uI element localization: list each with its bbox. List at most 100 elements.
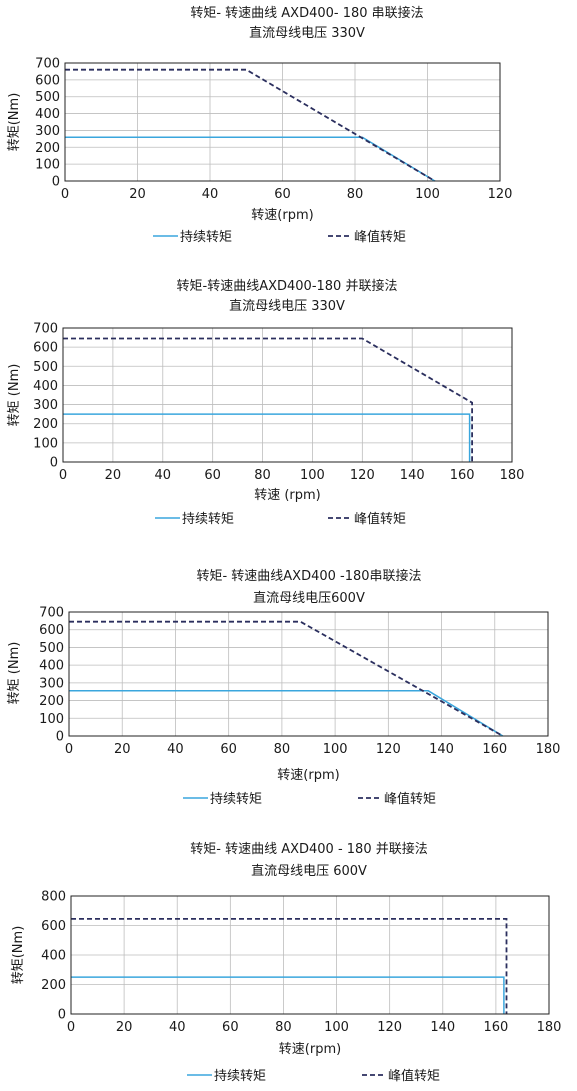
continuous-torque-line bbox=[71, 976, 505, 1014]
legend-label-continuous: 持续转矩 bbox=[214, 1069, 266, 1084]
y-tick-label: 500 bbox=[35, 90, 60, 105]
y-tick-label: 800 bbox=[41, 890, 66, 905]
plot-frame bbox=[70, 895, 550, 1015]
x-tick-label: 0 bbox=[61, 187, 69, 202]
legend-label-continuous: 持续转矩 bbox=[182, 512, 234, 527]
y-axis-label: 转矩(Nm) bbox=[11, 926, 26, 985]
y-tick-label: 400 bbox=[39, 659, 64, 674]
x-tick-label: 20 bbox=[129, 187, 146, 202]
x-tick-label: 140 bbox=[430, 1020, 455, 1035]
x-tick-label: 40 bbox=[202, 187, 219, 202]
peak-torque-line bbox=[69, 620, 504, 737]
x-tick-label: 100 bbox=[300, 468, 325, 483]
y-tick-label: 600 bbox=[35, 73, 60, 88]
x-tick-label: 120 bbox=[488, 187, 513, 202]
x-tick-label: 80 bbox=[274, 742, 291, 757]
chart-title: 转矩- 转速曲线 AXD400 - 180 并联接法 bbox=[190, 841, 427, 857]
x-tick-label: 40 bbox=[169, 1020, 186, 1035]
x-tick-label: 100 bbox=[324, 1020, 349, 1035]
y-tick-label: 700 bbox=[35, 57, 60, 72]
x-tick-label: 0 bbox=[59, 468, 67, 483]
x-tick-label: 80 bbox=[254, 468, 271, 483]
plot-frame bbox=[64, 62, 501, 182]
x-tick-label: 100 bbox=[323, 742, 348, 757]
continuous-torque-line bbox=[65, 136, 436, 182]
peak-torque-line bbox=[65, 68, 436, 182]
y-tick-label: 600 bbox=[41, 919, 66, 934]
x-tick-label: 20 bbox=[116, 1020, 133, 1035]
x-tick-label: 120 bbox=[350, 468, 375, 483]
y-tick-label: 300 bbox=[33, 398, 58, 413]
y-tick-label: 600 bbox=[39, 623, 64, 638]
y-tick-label: 400 bbox=[33, 379, 58, 394]
y-tick-label: 0 bbox=[56, 730, 64, 745]
continuous-torque-line bbox=[63, 413, 471, 462]
legend: 持续转矩 峰值转矩 bbox=[155, 511, 406, 527]
x-tick-label: 80 bbox=[275, 1020, 292, 1035]
x-tick-label: 40 bbox=[167, 742, 184, 757]
y-axis-label: 转矩(Nm) bbox=[7, 93, 22, 152]
y-tick-label: 400 bbox=[41, 949, 66, 964]
x-tick-label: 0 bbox=[67, 1020, 75, 1035]
y-tick-label: 200 bbox=[33, 417, 58, 432]
legend-label-peak: 峰值转矩 bbox=[354, 511, 406, 527]
x-tick-label: 60 bbox=[220, 742, 237, 757]
x-tick-label: 140 bbox=[400, 468, 425, 483]
x-axis-label: 转速(rpm) bbox=[277, 768, 339, 783]
continuous-torque-line bbox=[69, 690, 504, 737]
y-tick-label: 300 bbox=[39, 676, 64, 691]
x-tick-label: 180 bbox=[537, 1020, 562, 1035]
x-axis-label: 转速(rpm) bbox=[251, 208, 313, 223]
legend: 持续转矩 峰值转矩 bbox=[187, 1068, 440, 1084]
plot-frame bbox=[62, 327, 513, 463]
x-tick-label: 40 bbox=[155, 468, 172, 483]
x-tick-label: 60 bbox=[204, 468, 221, 483]
legend-label-peak: 峰值转矩 bbox=[384, 791, 436, 807]
x-axis-label: 转速(rpm) bbox=[279, 1042, 341, 1057]
y-tick-label: 400 bbox=[35, 107, 60, 122]
x-tick-label: 60 bbox=[274, 187, 291, 202]
y-tick-label: 0 bbox=[58, 1008, 66, 1023]
x-tick-label: 20 bbox=[105, 468, 122, 483]
chart-title: 转矩- 转速曲线AXD400 -180串联接法 bbox=[196, 568, 421, 584]
chart-subtitle: 直流母线电压600V bbox=[253, 591, 365, 606]
x-tick-label: 0 bbox=[65, 742, 73, 757]
x-tick-label: 180 bbox=[500, 468, 525, 483]
x-axis-label: 转速 (rpm) bbox=[254, 488, 321, 503]
chart-title: 转矩-转速曲线AXD400-180 并联接法 bbox=[177, 278, 398, 294]
x-tick-label: 60 bbox=[222, 1020, 239, 1035]
x-tick-label: 120 bbox=[376, 742, 401, 757]
x-tick-label: 160 bbox=[450, 468, 475, 483]
y-tick-label: 0 bbox=[50, 456, 58, 471]
y-axis-label: 转矩 (Nm) bbox=[7, 364, 22, 427]
y-tick-label: 100 bbox=[33, 436, 58, 451]
legend: 持续转矩 峰值转矩 bbox=[153, 229, 406, 245]
y-tick-label: 200 bbox=[35, 141, 60, 156]
y-tick-label: 700 bbox=[33, 322, 58, 337]
y-tick-label: 600 bbox=[33, 341, 58, 356]
x-tick-label: 140 bbox=[429, 742, 454, 757]
x-tick-label: 180 bbox=[536, 742, 561, 757]
legend: 持续转矩 峰值转矩 bbox=[183, 791, 436, 807]
y-tick-label: 700 bbox=[39, 606, 64, 621]
x-tick-label: 160 bbox=[483, 1020, 508, 1035]
peak-torque-line bbox=[63, 337, 474, 462]
x-tick-label: 100 bbox=[415, 187, 440, 202]
peak-torque-line bbox=[71, 918, 508, 1014]
legend-label-peak: 峰值转矩 bbox=[354, 229, 406, 245]
x-tick-label: 20 bbox=[114, 742, 131, 757]
chart-subtitle: 直流母线电压 330V bbox=[249, 26, 365, 41]
x-tick-label: 120 bbox=[377, 1020, 402, 1035]
y-tick-label: 300 bbox=[35, 124, 60, 139]
y-tick-label: 200 bbox=[39, 694, 64, 709]
x-tick-label: 80 bbox=[347, 187, 364, 202]
y-tick-label: 0 bbox=[52, 175, 60, 190]
chart-title: 转矩- 转速曲线 AXD400- 180 串联接法 bbox=[190, 5, 423, 21]
plot-frame bbox=[68, 611, 549, 737]
y-tick-label: 100 bbox=[35, 158, 60, 173]
y-tick-label: 500 bbox=[33, 360, 58, 375]
